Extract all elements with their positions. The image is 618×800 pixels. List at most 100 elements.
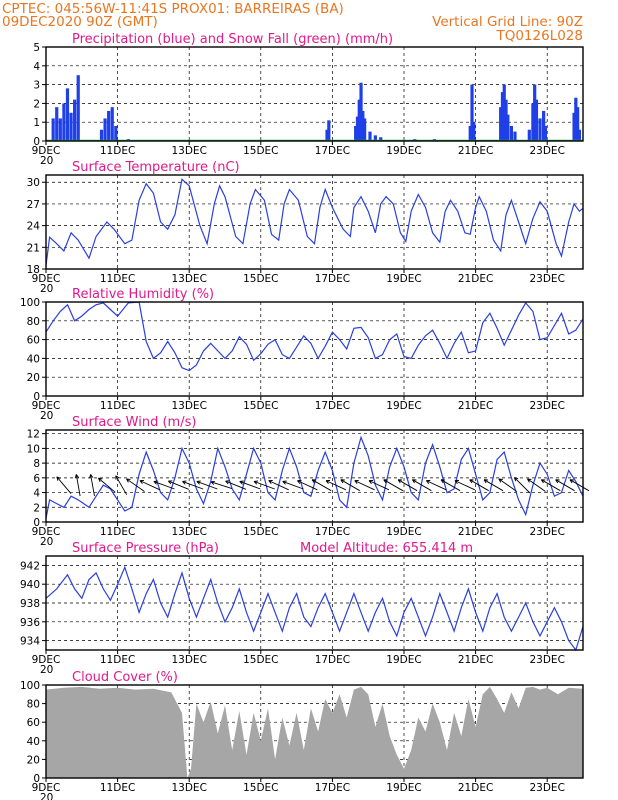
precip-bar: [499, 107, 503, 141]
wind-arrow: [340, 479, 361, 492]
rh-ytick-label: 20: [27, 372, 40, 384]
rh-xtick-label: 17DEC: [315, 400, 350, 412]
rh-ytick-label: 80: [27, 316, 40, 328]
rh-frame: [45, 301, 584, 397]
precip-bar: [368, 131, 372, 141]
pressure-xtick-label: 17DEC: [315, 654, 350, 666]
temp-line: [45, 178, 584, 266]
precip-bar: [543, 125, 548, 141]
pressure-ytick-label: 934: [20, 636, 40, 648]
wind-arrow: [167, 480, 189, 490]
cloud-area: [46, 686, 583, 778]
wind-arrow: [527, 478, 546, 492]
precip-bar: [509, 125, 513, 141]
precip-title: Precipitation (blue) and Snow Fall (gree…: [72, 32, 393, 47]
precip-bar: [363, 118, 367, 141]
temp-year-label: 20: [40, 283, 53, 295]
wind-arrow: [282, 480, 304, 490]
panel-pressure: 934 936 938 940 942 9DEC 11DEC 13DEC 15DEC 17DEC 1…: [20, 541, 584, 676]
temp-frame: [45, 174, 584, 270]
rh-xtick-label: 9DEC: [32, 400, 61, 412]
wind-arrow: [555, 479, 575, 492]
pressure-xtick-label: 21DEC: [458, 654, 493, 666]
cloud-year-label: 20: [40, 792, 53, 800]
pressure-ytick-label: 938: [20, 598, 40, 610]
wind-ytick-label: 4: [33, 488, 40, 500]
wind-xtick-label: 11DEC: [100, 526, 135, 538]
precip-bar: [58, 118, 62, 141]
header-station: CPTEC: 045:56W-11:41S PROX01: BARREIRAS …: [2, 1, 344, 17]
wind-arrow: [513, 476, 531, 494]
cloud-ytick-label: 60: [27, 717, 40, 729]
precip-bar: [357, 99, 361, 141]
precip-bar: [502, 84, 506, 141]
precip-bar: [103, 118, 107, 141]
cloud-ytick-label: 100: [20, 680, 40, 692]
precip-bar: [327, 120, 331, 141]
precip-bar: [574, 97, 578, 141]
precip-ytick-label: 3: [33, 80, 40, 92]
rh-xtick-label: 21DEC: [458, 400, 493, 412]
rh-title: Relative Humidity (%): [72, 287, 214, 302]
precip-bar: [572, 112, 576, 141]
precip-bar: [513, 131, 517, 141]
pressure-xtick-label: 13DEC: [171, 654, 206, 666]
precip-bar: [500, 92, 505, 141]
header-init-time: 09DEC2020 90Z (GMT): [2, 14, 158, 30]
temp-xtick-label: 13DEC: [171, 273, 206, 285]
wind-xtick-label: 19DEC: [386, 526, 421, 538]
precip-bar: [533, 84, 537, 141]
rh-ytick-label: 100: [20, 297, 40, 309]
cloud-title: Cloud Cover (%): [72, 670, 178, 685]
rh-xtick-label: 15DEC: [243, 400, 278, 412]
wind-arrow: [483, 479, 504, 492]
precip-ytick-label: 1: [33, 117, 40, 129]
wind-arrow: [412, 479, 432, 492]
precip-bar: [531, 103, 535, 141]
precip-bar: [468, 125, 472, 141]
temp-ytick-label: 21: [27, 242, 40, 254]
precip-bar: [359, 82, 363, 141]
wind-arrow: [383, 479, 404, 492]
pressure-ytick-label: 936: [20, 617, 40, 629]
precip-ytick-label: 2: [33, 98, 40, 110]
wind-arrow: [139, 480, 160, 491]
wind-ytick-label: 2: [33, 502, 40, 514]
wind-arrow: [253, 480, 275, 490]
precip-bar: [69, 112, 73, 141]
precip-bar: [110, 107, 114, 141]
precip-bar: [51, 118, 55, 141]
rh-xtick-label: 13DEC: [171, 400, 206, 412]
wind-title: Surface Wind (m/s): [72, 415, 196, 430]
temp-xtick-label: 23DEC: [529, 273, 564, 285]
pressure-xtick-label: 23DEC: [529, 654, 564, 666]
temp-ytick-label: 30: [27, 177, 40, 189]
precip-bar: [114, 125, 118, 141]
precip-xtick-label: 9DEC: [32, 145, 61, 157]
wind-arrow: [115, 475, 128, 495]
wind-arrow: [297, 480, 318, 491]
precip-year-label: 20: [40, 155, 53, 167]
wind-arrow: [440, 479, 461, 492]
precip-bar: [506, 114, 510, 141]
precip-bar: [534, 99, 539, 141]
pressure-xtick-label: 9DEC: [32, 654, 61, 666]
rh-ytick-label: 60: [27, 335, 40, 347]
temp-xtick-label: 19DEC: [386, 273, 421, 285]
wind-ytick-label: 6: [33, 473, 40, 485]
wind-xtick-label: 21DEC: [458, 526, 493, 538]
wind-arrow: [210, 480, 233, 490]
precip-ytick-label: 4: [33, 61, 40, 73]
temp-xtick-label: 11DEC: [100, 273, 135, 285]
cloud-xtick-label: 21DEC: [458, 782, 493, 794]
precip-bar: [472, 122, 476, 141]
wind-arrow: [225, 480, 247, 490]
wind-arrow: [196, 480, 218, 490]
cloud-ytick-label: 0: [33, 773, 40, 785]
panel-temp: 18 21 24 27 30 9DEC 11DEC 13DEC 15DEC 17DEC 19DEC 2…: [27, 160, 584, 295]
precip-bar: [361, 110, 365, 141]
cloud-xtick-label: 11DEC: [100, 782, 135, 794]
wind-arrow: [153, 480, 175, 490]
